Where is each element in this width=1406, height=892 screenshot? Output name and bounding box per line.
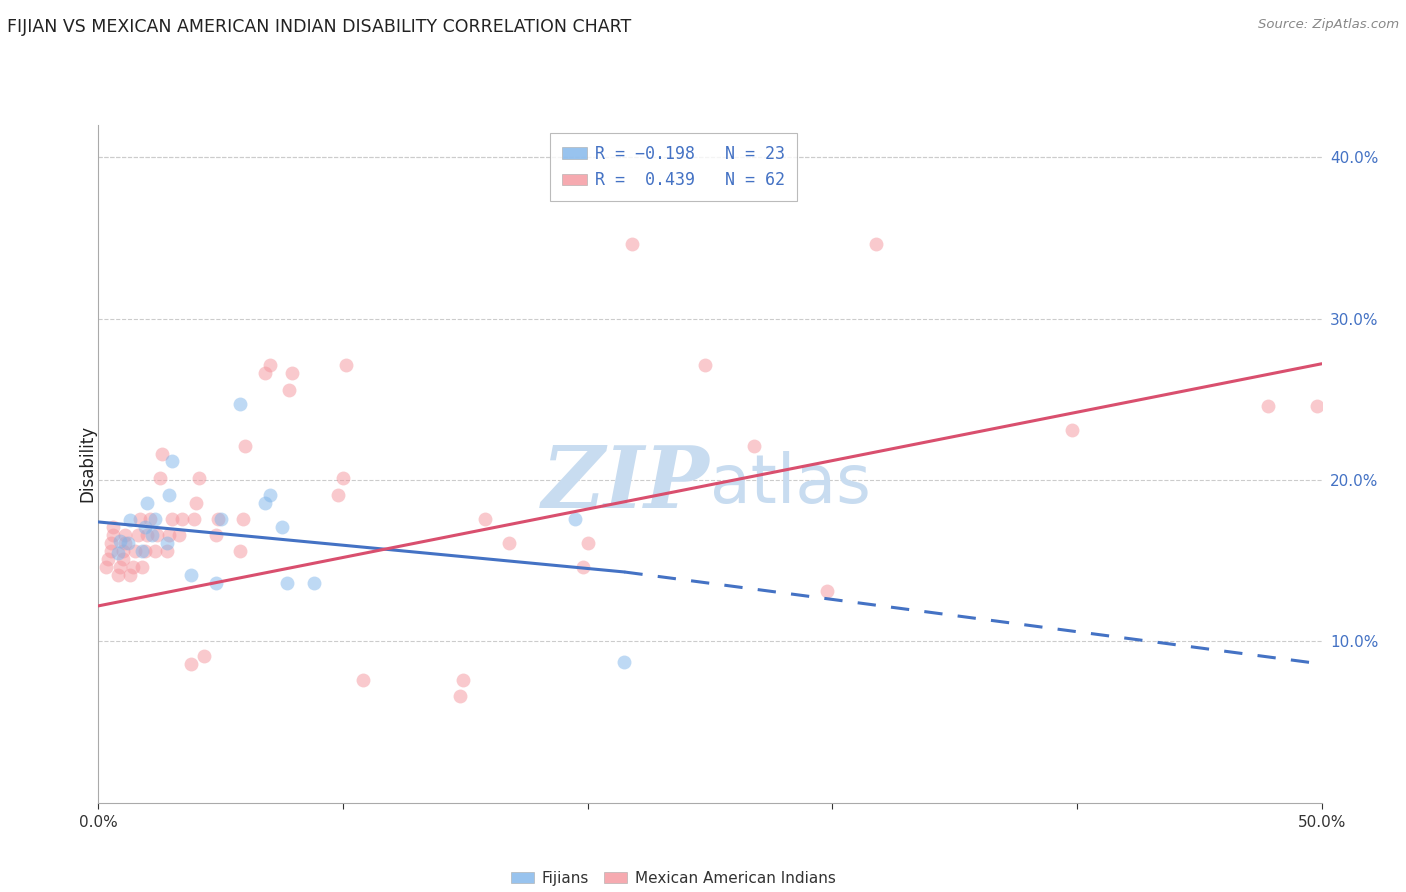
Point <box>114 536 136 550</box>
Point <box>143 512 166 526</box>
Point <box>205 528 228 542</box>
Point <box>180 657 202 671</box>
Point <box>131 560 153 574</box>
Point <box>451 673 474 687</box>
Point <box>110 534 132 549</box>
Point <box>193 648 215 663</box>
Point <box>1306 399 1329 413</box>
Point <box>170 512 193 526</box>
Point <box>94 560 117 574</box>
Point <box>146 528 169 542</box>
Point <box>156 536 179 550</box>
Point <box>865 237 887 252</box>
Legend: Fijians, Mexican American Indians: Fijians, Mexican American Indians <box>505 864 842 892</box>
Point <box>207 512 229 526</box>
Point <box>160 512 183 526</box>
Point <box>167 528 190 542</box>
Point <box>156 544 179 558</box>
Point <box>139 512 162 526</box>
Point <box>183 512 205 526</box>
Point <box>100 544 122 558</box>
Point <box>131 544 153 558</box>
Point <box>332 471 354 485</box>
Point <box>101 528 124 542</box>
Text: ZIP: ZIP <box>543 442 710 526</box>
Point <box>233 439 256 453</box>
Point <box>111 552 134 566</box>
Point <box>149 471 172 485</box>
Point <box>150 447 173 461</box>
Point <box>134 520 156 534</box>
Point <box>572 560 595 574</box>
Point <box>136 528 159 542</box>
Point <box>253 367 276 381</box>
Point <box>124 544 146 558</box>
Point <box>352 673 374 687</box>
Point <box>620 237 643 252</box>
Point <box>107 568 129 582</box>
Point <box>134 544 156 558</box>
Point <box>498 536 520 550</box>
Point <box>180 568 202 582</box>
Point <box>335 359 357 373</box>
Point <box>111 544 134 558</box>
Point <box>160 453 183 467</box>
Point <box>280 367 302 381</box>
Y-axis label: Disability: Disability <box>79 425 96 502</box>
Point <box>302 576 325 591</box>
Point <box>328 487 350 501</box>
Point <box>450 690 472 704</box>
Point <box>187 471 209 485</box>
Point <box>117 536 139 550</box>
Point <box>107 546 129 560</box>
Point <box>136 495 159 509</box>
Point <box>1257 399 1279 413</box>
Point <box>742 439 765 453</box>
Point <box>157 528 180 542</box>
Point <box>120 568 142 582</box>
Point <box>1062 423 1084 437</box>
Text: atlas: atlas <box>710 451 870 517</box>
Point <box>270 520 294 534</box>
Point <box>205 576 228 591</box>
Point <box>259 359 281 373</box>
Point <box>141 528 163 542</box>
Point <box>613 656 636 670</box>
Point <box>695 359 717 373</box>
Point <box>278 383 301 397</box>
Point <box>100 536 122 550</box>
Point <box>474 512 496 526</box>
Point <box>129 512 152 526</box>
Point <box>564 512 586 526</box>
Point <box>229 397 252 411</box>
Point <box>186 495 208 509</box>
Point <box>114 528 136 542</box>
Point <box>157 487 180 501</box>
Text: FIJIAN VS MEXICAN AMERICAN INDIAN DISABILITY CORRELATION CHART: FIJIAN VS MEXICAN AMERICAN INDIAN DISABI… <box>7 18 631 36</box>
Text: Source: ZipAtlas.com: Source: ZipAtlas.com <box>1258 18 1399 31</box>
Point <box>209 512 232 526</box>
Point <box>232 512 254 526</box>
Point <box>576 536 599 550</box>
Point <box>143 544 166 558</box>
Point <box>253 495 276 509</box>
Point <box>101 520 124 534</box>
Point <box>259 487 281 501</box>
Point <box>110 560 132 574</box>
Point <box>276 576 298 591</box>
Point <box>121 560 143 574</box>
Point <box>120 513 142 527</box>
Point <box>127 528 149 542</box>
Point <box>229 544 252 558</box>
Point <box>97 552 120 566</box>
Point <box>817 584 839 599</box>
